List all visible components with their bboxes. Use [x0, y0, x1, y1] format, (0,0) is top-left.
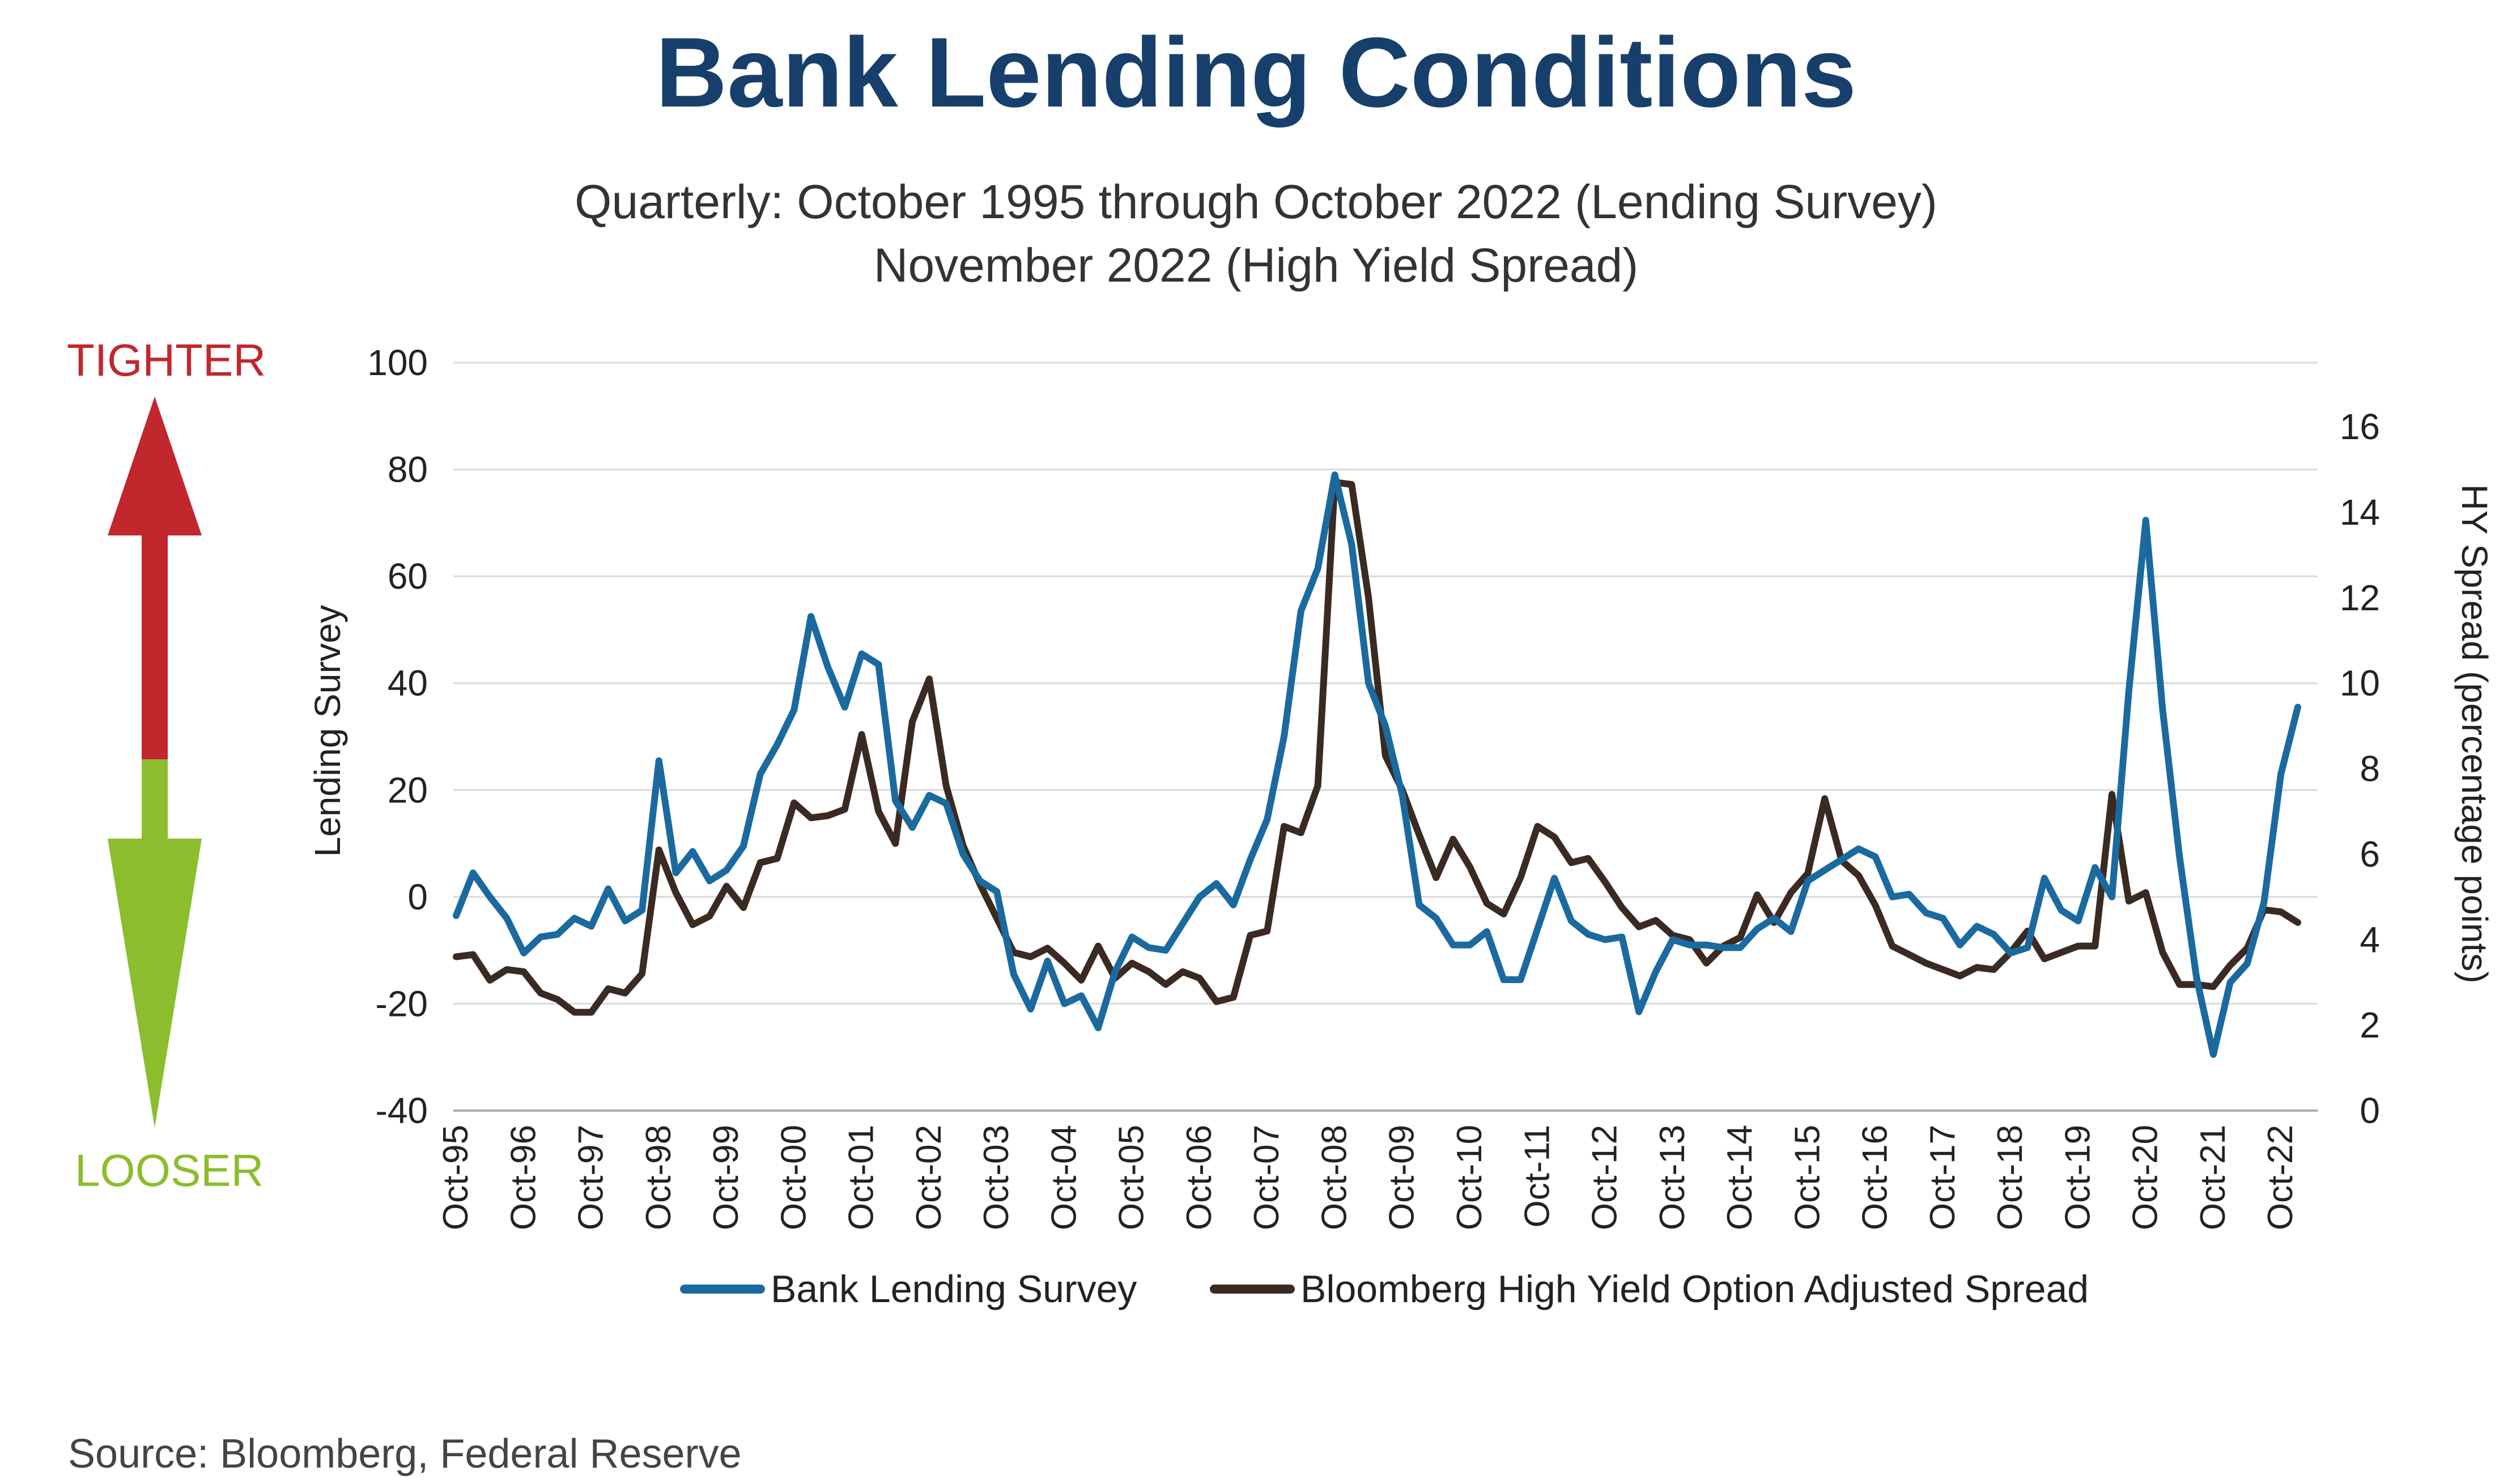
chart-subtitle-line2: November 2022 (High Yield Spread) [873, 239, 1639, 292]
legend-swatch-blue [680, 1285, 765, 1294]
source-note: Source: Bloomberg, Federal Reserve [68, 1431, 742, 1477]
x-tick-label: Oct-12 [1586, 1125, 1625, 1230]
left-tick-label: 20 [388, 769, 428, 810]
x-tick-label: Oct-22 [2261, 1125, 2300, 1230]
left-tick-label: -20 [376, 983, 428, 1024]
x-tick-label: Oct-98 [639, 1125, 678, 1230]
tighter-label: TIGHTER [67, 335, 266, 385]
left-tick-label: 100 [367, 342, 428, 383]
x-tick-label: Oct-17 [1923, 1125, 1962, 1230]
right-axis-ticks: 0 2 4 6 8 10 12 14 16 [2340, 406, 2380, 1131]
legend-item-lending-survey: Bank Lending Survey [680, 1267, 1137, 1311]
right-tick-label: 16 [2340, 406, 2380, 447]
x-tick-label: Oct-02 [909, 1125, 949, 1230]
x-tick-label: Oct-13 [1653, 1125, 1692, 1230]
left-axis-ticks: -40 -20 0 20 40 60 80 100 [367, 342, 428, 1131]
legend-swatch-brown [1210, 1285, 1295, 1294]
series-lines [453, 471, 2301, 1058]
left-tick-label: 0 [407, 877, 428, 917]
gridlines [453, 362, 2318, 1112]
series-line-hy-spread [453, 479, 2301, 1016]
x-tick-label: Oct-97 [572, 1125, 611, 1230]
x-tick-label: Oct-08 [1315, 1125, 1354, 1230]
arrow-down-shaft [142, 759, 168, 844]
right-tick-label: 14 [2340, 492, 2380, 533]
left-tick-label: 60 [388, 556, 428, 597]
x-tick-label: Oct-11 [1518, 1125, 1557, 1227]
x-tick-label: Oct-21 [2194, 1125, 2233, 1230]
x-tick-label: Oct-99 [707, 1125, 746, 1230]
left-tick-label: -40 [376, 1090, 428, 1131]
right-tick-label: 10 [2340, 663, 2380, 704]
legend-item-hy-spread: Bloomberg High Yield Option Adjusted Spr… [1210, 1267, 2089, 1311]
series-line-lending-survey [453, 471, 2301, 1058]
x-tick-label: Oct-16 [1856, 1125, 1895, 1230]
x-axis-ticks: Oct-95 Oct-96 Oct-97 Oct-98 Oct-99 Oct-00 Oct-… [436, 1125, 2300, 1230]
right-tick-label: 4 [2360, 919, 2380, 960]
x-tick-label: Oct-19 [2058, 1125, 2097, 1230]
left-tick-label: 80 [388, 449, 428, 490]
arrow-down-head [108, 839, 202, 1128]
x-tick-label: Oct-07 [1247, 1125, 1286, 1230]
x-tick-label: Oct-14 [1720, 1125, 1759, 1230]
chart-subtitle-line1: Quarterly: October 1995 through October … [575, 175, 1937, 228]
right-tick-label: 0 [2360, 1090, 2380, 1131]
x-tick-label: Oct-04 [1044, 1125, 1083, 1230]
x-tick-label: Oct-00 [774, 1125, 813, 1230]
looser-label: LOOSER [75, 1145, 264, 1196]
right-tick-label: 2 [2360, 1005, 2380, 1045]
chart-title: Bank Lending Conditions [655, 18, 1857, 128]
x-tick-label: Oct-01 [842, 1125, 881, 1230]
legend-label-hy-spread: Bloomberg High Yield Option Adjusted Spr… [1300, 1268, 2089, 1311]
left-tick-label: 40 [388, 663, 428, 704]
x-tick-label: Oct-06 [1180, 1125, 1219, 1230]
legend-label-lending-survey: Bank Lending Survey [771, 1268, 1137, 1311]
arrow-up-shaft [142, 533, 168, 759]
x-tick-label: Oct-15 [1788, 1125, 1827, 1230]
x-tick-label: Oct-95 [436, 1125, 475, 1230]
x-tick-label: Oct-96 [504, 1125, 543, 1230]
x-tick-label: Oct-18 [1991, 1125, 2030, 1230]
arrow-up-head [108, 397, 202, 535]
tighter-looser-arrow [108, 397, 202, 1128]
x-tick-label: Oct-09 [1383, 1125, 1422, 1230]
right-axis-label: HY Spread (percentage points) [2454, 484, 2495, 983]
right-tick-label: 12 [2340, 577, 2380, 618]
right-tick-label: 6 [2360, 834, 2380, 874]
left-axis-label: Lending Survey [307, 605, 348, 857]
x-tick-label: Oct-05 [1112, 1125, 1151, 1230]
x-tick-label: Oct-03 [977, 1125, 1016, 1230]
x-tick-label: Oct-10 [1450, 1125, 1489, 1230]
x-tick-label: Oct-20 [2126, 1125, 2165, 1230]
right-tick-label: 8 [2360, 749, 2380, 789]
